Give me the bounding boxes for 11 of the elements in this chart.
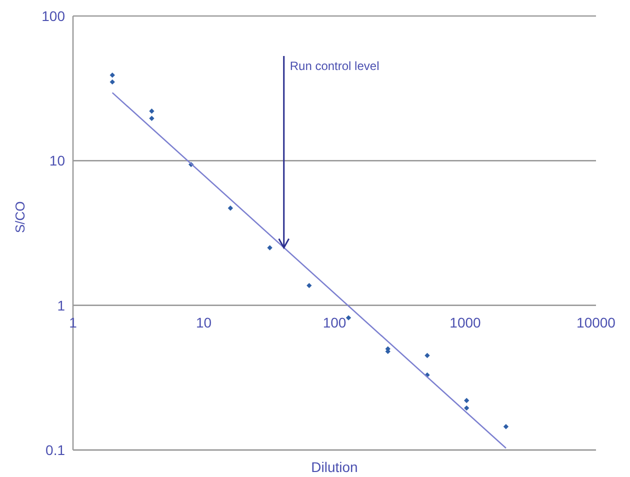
- x-tick-label: 10: [196, 314, 212, 330]
- x-tick-label: 10000: [576, 314, 616, 330]
- annotation: Run control level: [290, 59, 380, 73]
- y-tick-label: 1: [57, 297, 66, 314]
- x-tick-label: 1000: [450, 314, 482, 330]
- x-axis-title: Dilution: [311, 459, 358, 475]
- y-tick-label: 100: [42, 8, 66, 24]
- x-tick-label: 100: [322, 314, 346, 330]
- y-tick-label: 10: [49, 152, 66, 169]
- y-tick-label: 0.1: [46, 442, 66, 458]
- y-axis-title: S/CO: [12, 201, 28, 233]
